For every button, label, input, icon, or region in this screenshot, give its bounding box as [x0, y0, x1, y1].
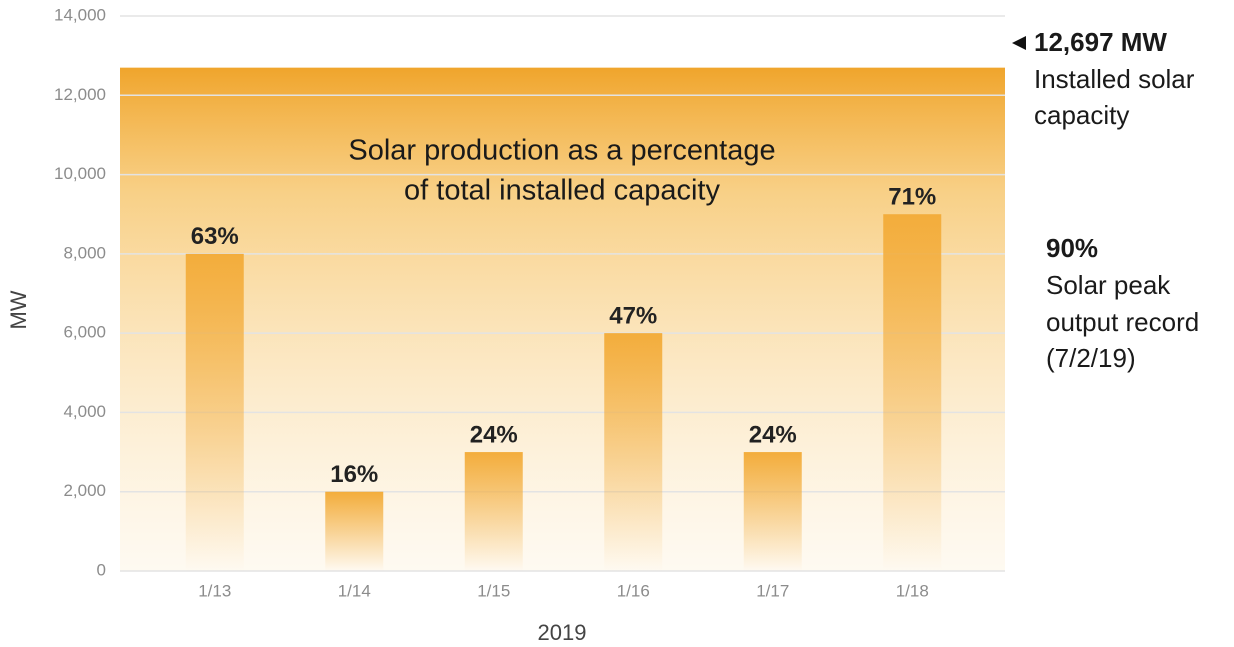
record-text: (7/2/19) — [1046, 343, 1136, 373]
y-tick-label: 0 — [97, 560, 106, 579]
data-label: 47% — [609, 302, 657, 329]
x-tick-label: 1/17 — [756, 581, 789, 600]
x-tick-label: 1/13 — [198, 581, 231, 600]
y-tick-label: 2,000 — [63, 481, 106, 500]
y-axis-label: MW — [6, 290, 31, 329]
y-tick-label: 14,000 — [54, 5, 106, 24]
record-text: Solar peak — [1046, 270, 1171, 300]
record-label: 90% — [1046, 233, 1098, 263]
bar — [185, 253, 244, 571]
capacity-text: Installed solar — [1034, 64, 1195, 94]
capacity-text: capacity — [1034, 100, 1129, 130]
y-tick-label: 12,000 — [54, 85, 106, 104]
x-tick-label: 1/16 — [617, 581, 650, 600]
x-tick-label: 1/15 — [477, 581, 510, 600]
x-axis-label: 2019 — [538, 620, 587, 645]
bar — [743, 452, 802, 571]
y-tick-label: 10,000 — [54, 164, 106, 183]
data-label: 71% — [888, 184, 936, 211]
capacity-arrow — [1012, 36, 1026, 50]
data-label: 24% — [470, 421, 518, 448]
bar — [883, 214, 942, 571]
chart-title: of total installed capacity — [404, 175, 720, 207]
data-label: 63% — [191, 223, 239, 250]
y-tick-label: 4,000 — [63, 402, 106, 421]
x-tick-label: 1/14 — [338, 581, 371, 600]
chart-title: Solar production as a percentage — [348, 135, 775, 167]
capacity-label: 12,697 MW — [1034, 27, 1167, 57]
y-tick-label: 8,000 — [63, 243, 106, 262]
data-label: 24% — [749, 421, 797, 448]
x-tick-label: 1/18 — [896, 581, 929, 600]
bar — [464, 452, 523, 571]
record-text: output record — [1046, 307, 1199, 337]
bar — [604, 333, 663, 571]
bar — [325, 491, 384, 571]
capacity-band — [120, 67, 1005, 572]
data-label: 16% — [330, 461, 378, 488]
y-tick-label: 6,000 — [63, 323, 106, 342]
